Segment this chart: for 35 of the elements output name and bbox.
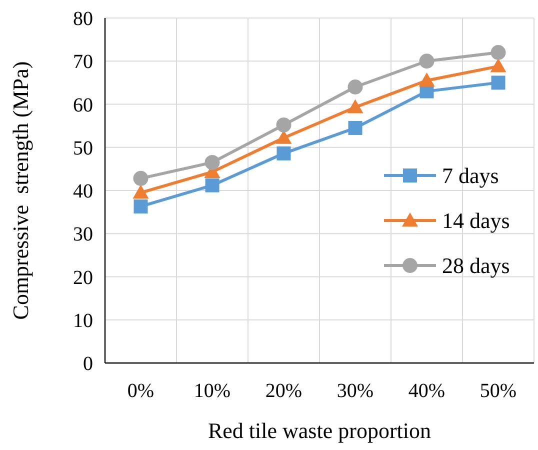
y-axis-title: Compressive strength (MPa) [8,61,33,320]
point [276,117,292,132]
x-tick-label: 0% [127,380,154,402]
point [276,146,291,160]
point [347,99,364,114]
legend-label: 28 days [442,253,510,278]
legend-label: 7 days [442,163,499,188]
y-tick-label: 70 [73,51,93,74]
point [491,76,506,90]
x-axis-title: Red tile waste proportion [208,418,432,443]
x-tick-label: 50% [480,380,517,402]
y-tick-label: 60 [73,94,93,116]
y-tick-label: 0 [83,353,93,375]
x-tick-label: 40% [408,380,446,402]
y-tick-label: 40 [73,180,93,202]
point [132,184,149,199]
point [348,120,362,135]
point [418,72,435,87]
point [490,45,506,60]
y-tick-label: 20 [73,266,93,289]
y-tick-label: 10 [73,310,93,332]
point [204,154,220,170]
point [133,170,148,186]
point [348,80,363,94]
point [419,54,434,69]
point [205,178,220,192]
x-tick-label: 20% [265,380,302,402]
legend-label: 14 days [442,208,510,234]
y-tick-label: 30 [73,224,93,246]
point [134,199,148,214]
x-tick-label: 10% [194,380,231,402]
point [490,58,506,72]
x-tick-label: 30% [336,380,374,402]
y-tick-label: 50 [73,137,93,160]
y-tick-label: 80 [73,8,93,30]
